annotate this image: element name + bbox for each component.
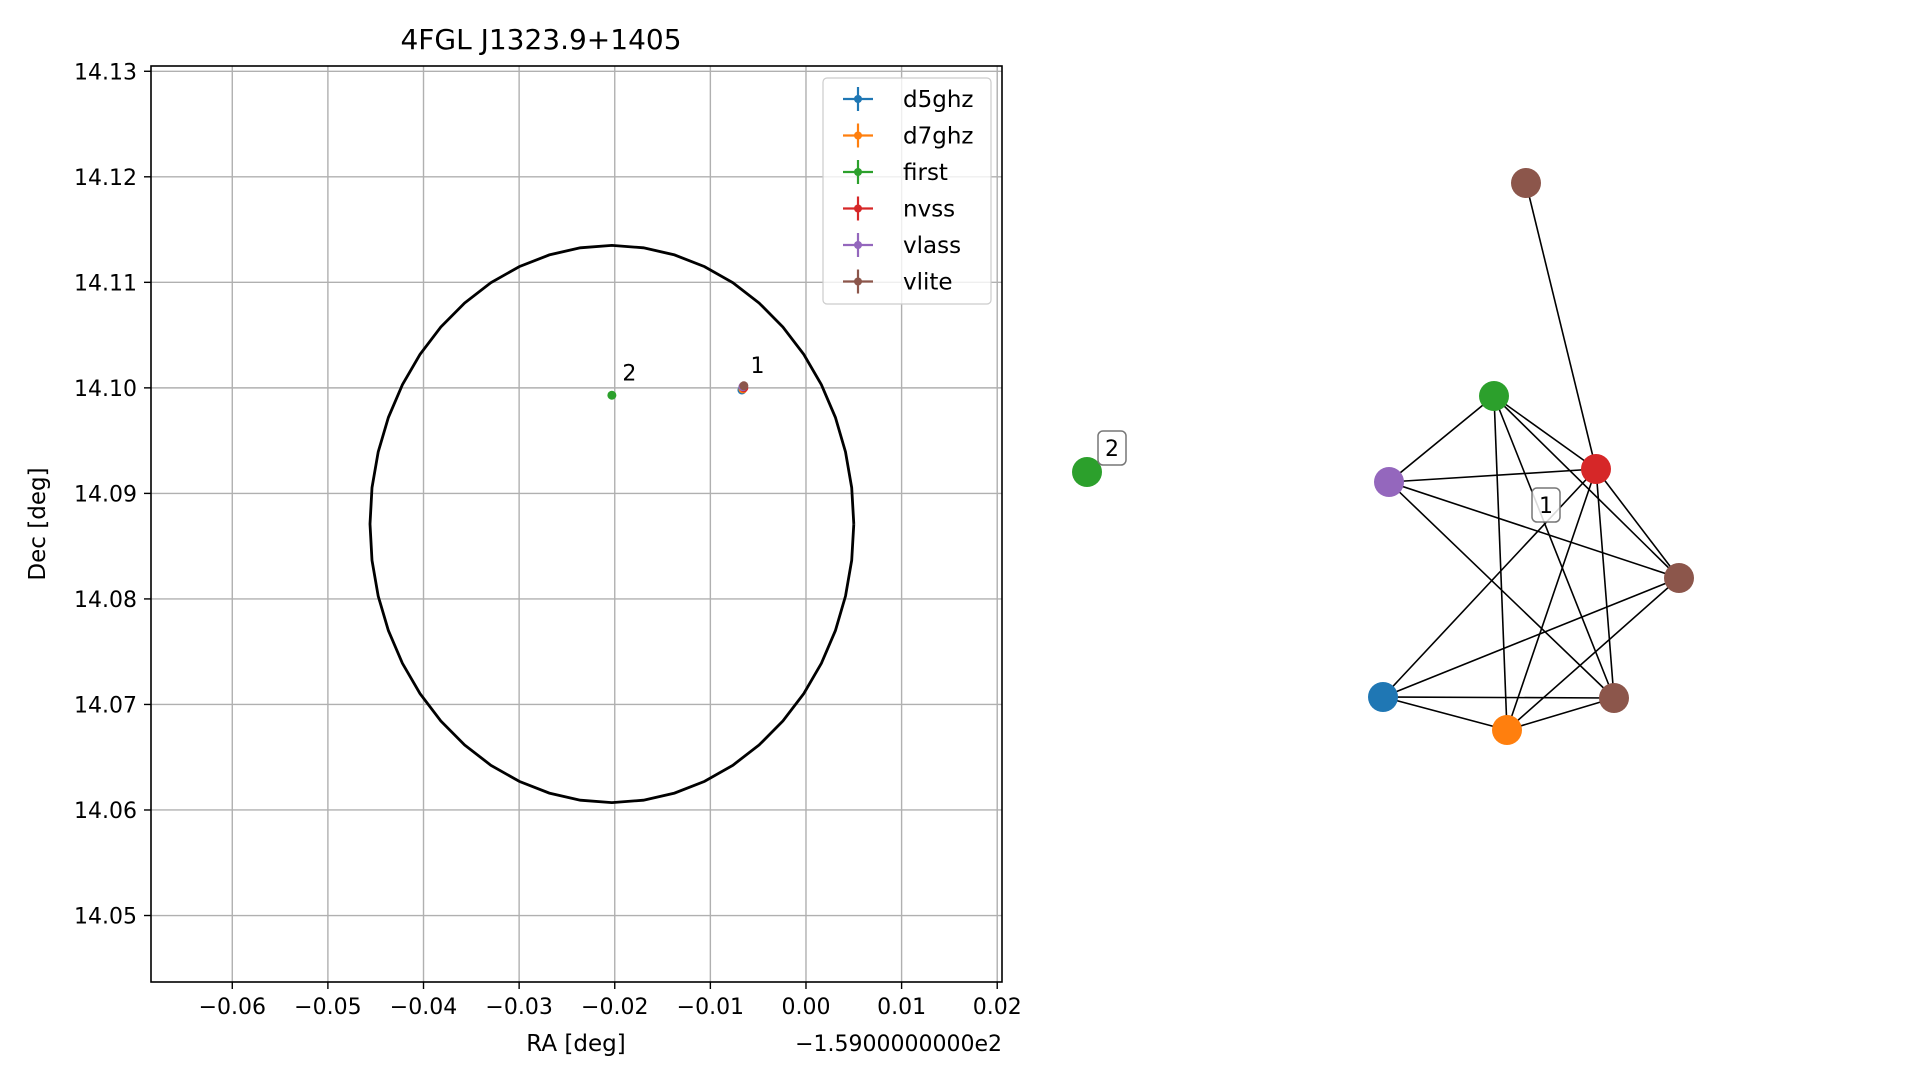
graph-nodes [1072,168,1694,745]
edge-vlass-nvss [1388,468,1597,483]
x-tick-label: −0.06 [199,995,266,1020]
point-label-2: 2 [622,361,636,386]
y-tick-label: 14.10 [74,377,137,402]
y-axis-ticks: 14.05 14.06 14.07 14.08 14.09 14.10 14.11 14.12… [74,60,151,930]
group-label-2: 2 [1097,430,1127,466]
sky-position-plot: 4FGL J1323.9+1405 12 −0.06 −0.05 −0.04 −0.0… [25,23,1022,1057]
legend-item-vlite: vlite [843,269,953,296]
edge-vlite_top-nvss [1525,182,1597,470]
node-d7ghz [1492,715,1522,745]
x-tick-label: −0.01 [677,995,744,1020]
y-tick-label: 14.05 [74,905,137,930]
edge-d5ghz-d7ghz [1382,696,1508,731]
edge-first_1-nvss [1493,395,1597,470]
legend-marker-dot [854,277,862,286]
x-tick-label: −0.03 [485,995,552,1020]
x-axis-offset: −1.5900000000e2 [795,1032,1002,1057]
group-label-box [1531,487,1561,523]
edge-nvss-d5ghz [1382,468,1597,698]
legend-marker-dot [854,241,862,249]
graph-edges [1382,182,1680,731]
node-first_2 [1072,457,1102,487]
edge-vlass-vlite_right [1388,481,1680,579]
edge-nvss-vlite_bottom [1595,468,1615,699]
node-vlass [1374,467,1404,497]
legend-item-vlass: vlass [843,233,961,259]
node-d5ghz [1368,682,1398,712]
point-first [607,390,617,400]
x-axis-label: RA [deg] [526,1031,625,1057]
x-tick-label: −0.02 [581,995,648,1020]
point-vlite [739,381,749,391]
group-label-1: 1 [1531,487,1561,523]
legend-label: vlite [903,270,953,296]
legend-marker-dot [854,131,862,140]
edge-nvss-vlite_right [1595,468,1680,579]
legend-marker-dot [854,95,862,103]
legend-item-first: first [843,160,948,186]
legend-marker-dot [854,204,862,213]
group-label-box [1097,430,1127,466]
grid [151,66,1002,982]
node-first_1 [1479,381,1509,411]
edge-d7ghz-vlite_bottom [1506,697,1615,731]
graph-group-labels: 12 [1097,430,1561,523]
legend-label: vlass [903,233,961,259]
chart-title: 4FGL J1323.9+1405 [400,23,681,56]
y-tick-label: 14.12 [74,166,137,191]
legend: d5ghz d7ghz first nvss vlass vlite [822,77,992,305]
group-label-text: 1 [1539,494,1553,519]
localization-ellipse [368,243,856,805]
y-tick-label: 14.06 [74,799,137,824]
y-tick-label: 14.08 [74,588,137,613]
axes-frame [150,65,1003,983]
legend-item-d5ghz: d5ghz [843,87,973,113]
y-tick-label: 14.09 [74,482,137,507]
y-axis-label: Dec [deg] [25,467,51,580]
edge-d5ghz-vlite_bottom [1382,696,1615,699]
legend-item-d7ghz: d7ghz [843,123,973,150]
legend-marker-dot [854,168,862,176]
data-points [607,381,749,400]
association-graph: 12 [1072,168,1694,745]
legend-items: d5ghz d7ghz first nvss vlass vlite [843,87,973,296]
group-label-text: 2 [1105,437,1119,462]
legend-label: d5ghz [903,87,973,113]
edge-d5ghz-vlite_right [1382,577,1680,698]
x-tick-label: 0.02 [973,995,1022,1020]
node-vlite_bottom [1599,683,1629,713]
legend-label: d7ghz [903,124,973,150]
legend-label: first [903,160,948,186]
edge-first_1-vlite_bottom [1493,395,1615,699]
x-tick-label: 0.01 [877,995,926,1020]
legend-label: nvss [903,197,955,223]
edge-nvss-d7ghz [1506,468,1597,731]
y-tick-label: 14.07 [74,693,137,718]
node-vlite_right [1664,563,1694,593]
node-vlite_top [1511,168,1541,198]
edge-first_1-vlass [1388,395,1495,483]
node-nvss [1581,454,1611,484]
edge-first_1-vlite_right [1493,395,1680,579]
point-labels: 12 [622,354,764,386]
y-tick-label: 14.13 [74,60,137,85]
x-tick-label: −0.05 [294,995,361,1020]
point-label-1: 1 [751,354,765,379]
legend-item-nvss: nvss [843,196,955,223]
x-tick-label: 0.00 [781,995,830,1020]
x-tick-label: −0.04 [390,995,457,1020]
x-axis-ticks: −0.06 −0.05 −0.04 −0.03 −0.02 −0.01 0.00 0.01 0.… [199,982,1022,1020]
edge-first_1-d7ghz [1493,395,1508,731]
y-tick-label: 14.11 [74,271,137,296]
edge-d7ghz-vlite_right [1506,577,1680,731]
error-ellipse [368,243,856,805]
edge-vlass-vlite_bottom [1388,481,1615,699]
